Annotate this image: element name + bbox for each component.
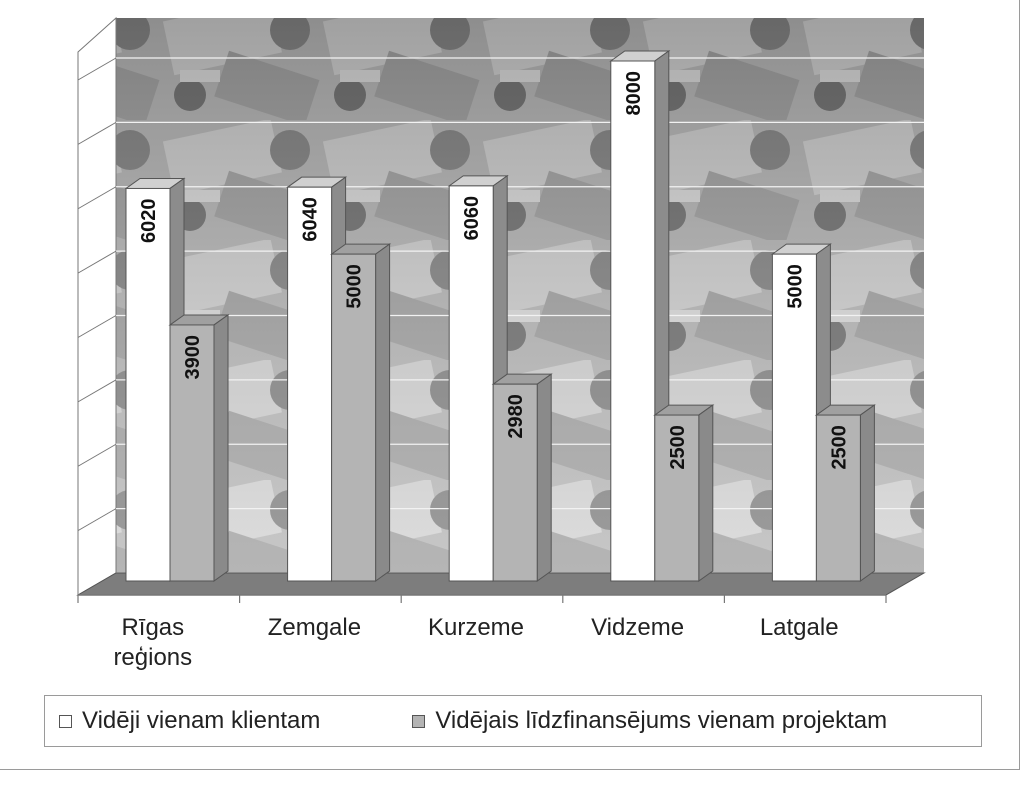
bar-side-1-2 bbox=[536, 373, 552, 582]
bar-side-1-1 bbox=[375, 243, 391, 582]
side-wall bbox=[77, 16, 117, 596]
side-gridline bbox=[77, 121, 117, 145]
bar-side-1-0 bbox=[213, 313, 229, 582]
value-label-1-0: 3900 bbox=[182, 335, 204, 380]
side-gridline bbox=[77, 250, 117, 274]
chart-frame: 6020 3900 Rīgas reģions 6040 5000 Zemgale 6060 2… bbox=[0, 0, 1020, 770]
bar-client-2 bbox=[448, 185, 494, 582]
legend-label-series-2: Vidējais līdzfinansējums vienam projekta… bbox=[435, 707, 888, 734]
legend-swatch-gray bbox=[412, 714, 426, 728]
side-gridline bbox=[77, 186, 117, 210]
bar-cofinancing-0 bbox=[169, 324, 215, 582]
bar-side-1-3 bbox=[698, 404, 714, 582]
legend-swatch-white bbox=[59, 714, 72, 728]
value-label-1-3: 2500 bbox=[667, 425, 689, 470]
legend-item-series-1: Vidēji vienam klientam bbox=[59, 707, 320, 735]
side-gridline bbox=[77, 443, 117, 467]
value-label-0-3: 8000 bbox=[623, 71, 645, 116]
legend-label-series-1: Vidēji vienam klientam bbox=[82, 707, 321, 734]
side-gridline bbox=[77, 379, 117, 403]
chart-legend: Vidēji vienam klientam Vidējais līdzfina… bbox=[44, 695, 982, 747]
bar-cofinancing-3 bbox=[654, 414, 700, 582]
category-label: reģions bbox=[113, 644, 192, 671]
category-label: Latgale bbox=[760, 614, 839, 641]
bar-client-3 bbox=[610, 60, 656, 582]
value-label-1-1: 5000 bbox=[344, 264, 366, 309]
value-label-0-0: 6020 bbox=[138, 198, 160, 243]
category-label: Vidzeme bbox=[591, 614, 684, 641]
bar-chart: 6020 3900 Rīgas reģions 6040 5000 Zemgale 6060 2… bbox=[76, 16, 926, 671]
bar-client-0 bbox=[125, 187, 171, 582]
value-label-1-4: 2500 bbox=[828, 425, 850, 470]
bar-side-1-4 bbox=[859, 404, 875, 582]
category-label: Kurzeme bbox=[428, 614, 524, 641]
value-label-0-2: 6060 bbox=[461, 196, 483, 241]
value-label-0-1: 6040 bbox=[300, 197, 322, 242]
category-label: Zemgale bbox=[268, 614, 361, 641]
value-label-1-2: 2980 bbox=[505, 394, 527, 439]
bar-cofinancing-1 bbox=[331, 253, 377, 582]
value-label-0-4: 5000 bbox=[784, 264, 806, 309]
category-label: Rīgas bbox=[121, 614, 184, 641]
side-gridline bbox=[77, 57, 117, 81]
bar-client-1 bbox=[287, 186, 333, 582]
bar-cofinancing-2 bbox=[492, 383, 538, 582]
side-gridline bbox=[77, 315, 117, 338]
side-gridline bbox=[77, 508, 117, 532]
bar-cofinancing-4 bbox=[815, 414, 861, 582]
legend-item-series-2: Vidējais līdzfinansējums vienam projekta… bbox=[412, 707, 887, 735]
